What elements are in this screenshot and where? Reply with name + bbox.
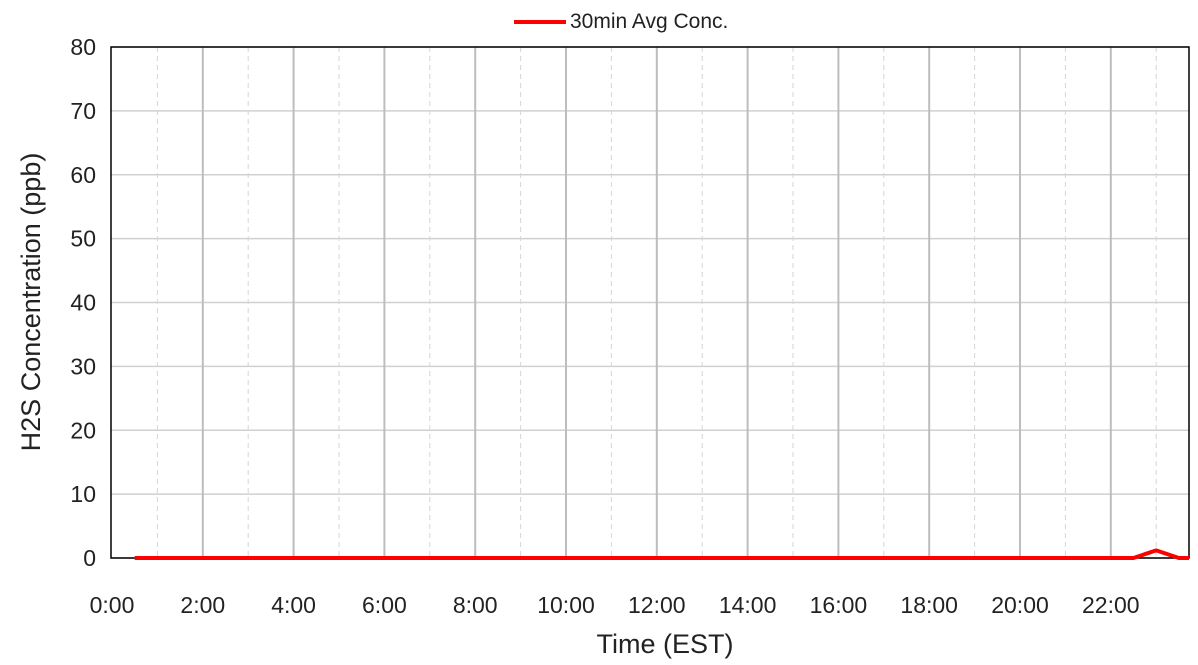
- y-axis-label: H2S Concentration (ppb): [16, 153, 46, 452]
- y-tick-label: 60: [70, 162, 96, 188]
- legend: 30min Avg Conc.: [514, 8, 728, 36]
- x-tick-label: 22:00: [1082, 592, 1140, 618]
- y-tick-label: 30: [70, 353, 96, 379]
- x-tick-label: 4:00: [271, 592, 316, 618]
- x-tick-label: 8:00: [453, 592, 498, 618]
- x-tick-label: 12:00: [628, 592, 686, 618]
- x-tick-label: 2:00: [180, 592, 225, 618]
- grid-lines: [111, 46, 1189, 559]
- x-tick-label: 14:00: [719, 592, 777, 618]
- y-tick-label: 40: [70, 290, 96, 316]
- x-tick-label: 16:00: [810, 592, 868, 618]
- legend-label-30min-avg: 30min Avg Conc.: [570, 10, 729, 33]
- y-tick-label: 10: [70, 481, 96, 507]
- y-tick-label: 80: [70, 34, 96, 60]
- series-lines: [134, 548, 1190, 560]
- y-tick-label: 0: [83, 545, 96, 571]
- series-line-30min-avg: [134, 548, 1189, 560]
- x-tick-label: 18:00: [900, 592, 958, 618]
- x-tick-label: 10:00: [537, 592, 595, 618]
- y-tick-label: 20: [70, 417, 96, 443]
- x-tick-label: 6:00: [362, 592, 407, 618]
- x-tick-label: 0:00: [90, 592, 135, 618]
- y-tick-labels: 0 10 20 30 40 50 60 70 80: [70, 34, 96, 571]
- x-tick-label: 20:00: [991, 592, 1049, 618]
- legend-swatch: [514, 20, 566, 24]
- x-tick-labels: 0:00 2:00 4:00 6:00 8:00 10:00 12:00 14:00 16:00…: [90, 592, 1140, 618]
- y-tick-label: 70: [70, 98, 96, 124]
- y-tick-label: 50: [70, 226, 96, 252]
- x-axis-label: Time (EST): [597, 629, 734, 659]
